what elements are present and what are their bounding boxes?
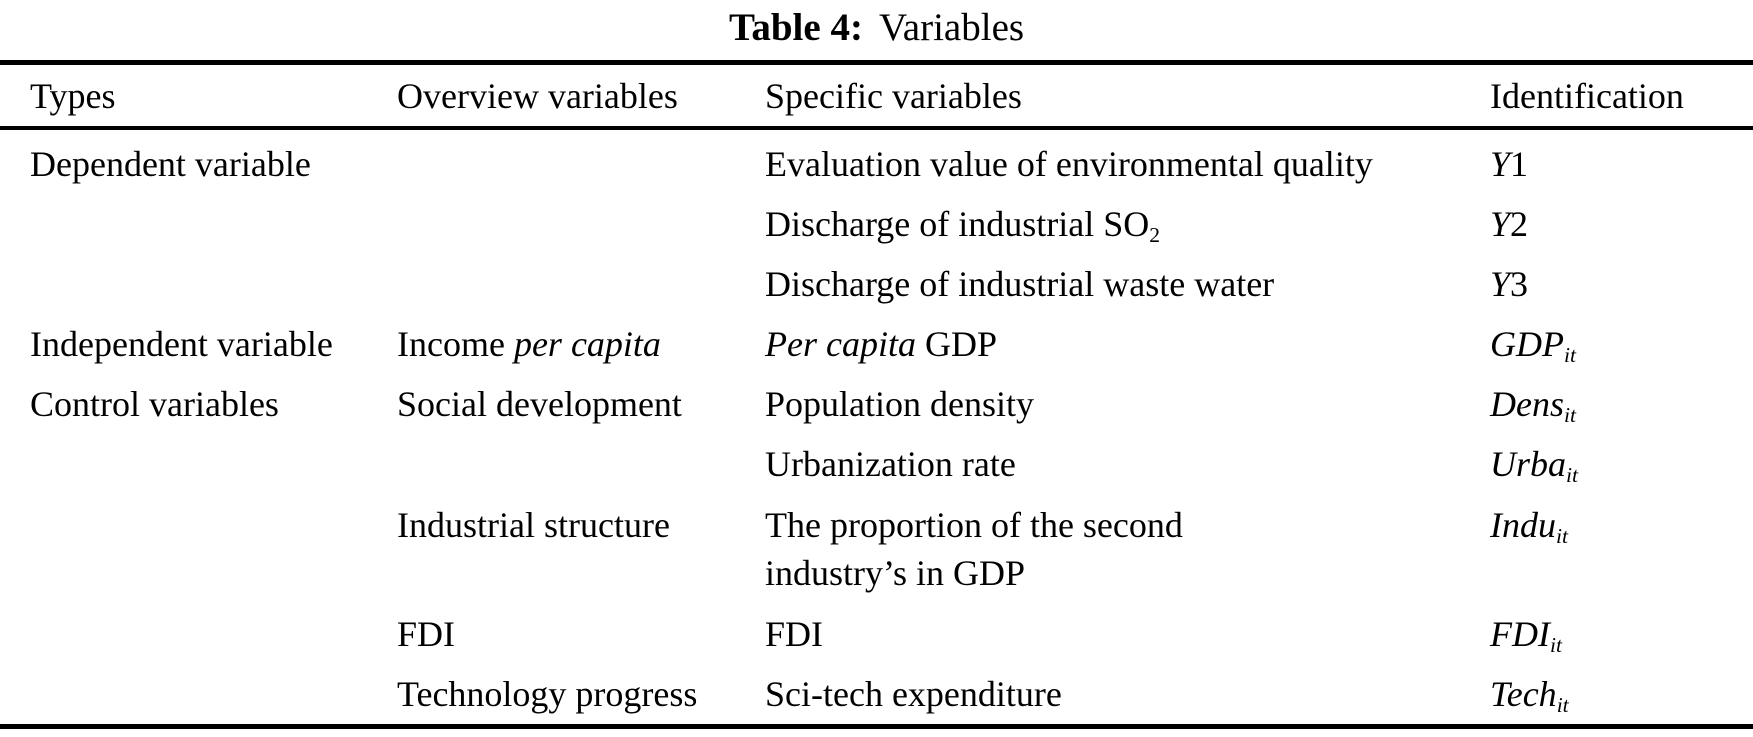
cell-identification: Y3	[1490, 263, 1753, 305]
text-segment: Indu	[1490, 505, 1556, 545]
text-segment: it	[1556, 693, 1569, 718]
cell-overview-variable: Social development	[397, 383, 765, 425]
text-segment: Sci-tech expenditure	[765, 674, 1062, 714]
cell-overview-variable: Industrial structure	[397, 494, 765, 549]
table-caption: Table 4: Variables	[0, 0, 1753, 60]
table-header-rule	[0, 126, 1753, 130]
cell-types: Dependent variable	[30, 143, 397, 185]
header-cell-types: Types	[30, 75, 116, 116]
text-segment: per capita	[513, 324, 661, 364]
cell-identification: Induit	[1490, 494, 1753, 549]
cell-identification: Y1	[1490, 143, 1753, 185]
cell-types: Control variables	[30, 383, 397, 425]
cell-identification: Y2	[1490, 203, 1753, 245]
table-row: Control variables Social development Popul…	[0, 374, 1753, 434]
cell-specific-variable: The proportion of the second industry’s i…	[765, 494, 1490, 597]
text-segment: The proportion of the second	[765, 505, 1183, 545]
text-segment: Urba	[1490, 444, 1567, 484]
cell-types: Independent variable	[30, 323, 397, 365]
cell-specific-variable: Discharge of industrial SO2	[765, 203, 1490, 248]
text-segment: Tech	[1490, 674, 1557, 714]
text-segment: Social development	[397, 384, 682, 424]
cell-specific-variable: FDI	[765, 613, 1490, 655]
table-row: Discharge of industrial SO2 Y2	[0, 194, 1753, 254]
table-row: Independent variable Income per capita Per…	[0, 314, 1753, 374]
text-segment: it	[1564, 403, 1576, 428]
cell-specific-variable: Sci-tech expenditure	[765, 673, 1490, 715]
cell-specific-variable: Urbanization rate	[765, 443, 1490, 485]
table-row: Technology progress Sci-tech expenditure T…	[0, 664, 1753, 724]
table-row: FDI FDI FDIit	[0, 604, 1753, 664]
text-segment: GDP	[915, 324, 997, 364]
cell-specific-variable: Per capita GDP	[765, 323, 1490, 365]
table-header-row: Types Overview variables Specific variab…	[0, 65, 1753, 126]
text-segment: Evaluation value of environmental qualit…	[765, 144, 1373, 184]
text-segment: Y	[1490, 144, 1511, 184]
text-segment: Industrial structure	[397, 505, 670, 545]
table-top-rule	[0, 60, 1753, 65]
cell-specific-variable: Population density	[765, 383, 1490, 425]
cell-identification: GDPit	[1490, 323, 1753, 368]
cell-identification: Densit	[1490, 383, 1753, 428]
text-segment: Discharge of industrial waste water	[765, 264, 1275, 304]
text-segment: FDI	[765, 614, 824, 654]
text-segment: Independent variable	[30, 324, 333, 364]
text-segment: FDI	[1490, 614, 1550, 654]
cell-types	[30, 494, 397, 501]
text-segment: Population density	[765, 384, 1034, 424]
text-segment: industry’s in GDP	[765, 553, 1026, 593]
table-row: Dependent variable Evaluation value of en…	[0, 134, 1753, 194]
text-segment: it	[1549, 633, 1562, 658]
text-segment: 3	[1510, 264, 1529, 304]
text-segment: Technology progress	[397, 674, 698, 714]
header-cell-specific-variables: Specific variables	[765, 75, 1022, 116]
text-segment: 1	[1510, 144, 1529, 184]
text-segment: Dependent variable	[30, 144, 311, 184]
cell-specific-variable: Evaluation value of environmental qualit…	[765, 143, 1490, 185]
text-segment: Dens	[1490, 384, 1564, 424]
table-row: Urbanization rate Urbait	[0, 434, 1753, 494]
text-segment: it	[1556, 524, 1568, 549]
cell-overview-variable: Technology progress	[397, 673, 765, 715]
table-caption-label: Table 4:	[728, 6, 863, 49]
text-segment: Y	[1490, 204, 1511, 244]
header-cell-identification: Identification	[1490, 75, 1684, 116]
cell-overview-variable: Income per capita	[397, 323, 765, 365]
cell-identification: Urbait	[1490, 443, 1753, 488]
text-segment: Urbanization rate	[765, 444, 1016, 484]
text-segment: Discharge of industrial SO	[765, 204, 1150, 244]
cell-specific-variable: Discharge of industrial waste water	[765, 263, 1490, 305]
text-segment: 2	[1510, 204, 1529, 244]
text-segment: GDP	[1490, 324, 1564, 364]
table-row: Industrial structure The proportion of th…	[0, 494, 1753, 604]
text-segment: Per capita	[765, 324, 916, 364]
cell-identification: Techit	[1490, 673, 1753, 718]
text-segment: it	[1566, 463, 1579, 488]
text-segment: Income	[397, 324, 514, 364]
cell-identification: FDIit	[1490, 613, 1753, 658]
text-segment: Control variables	[30, 384, 279, 424]
text-segment: FDI	[397, 614, 456, 654]
header-cell-overview-variables: Overview variables	[397, 75, 678, 116]
text-segment: Y	[1490, 264, 1511, 304]
table-caption-text: Variables	[878, 6, 1025, 49]
text-segment: it	[1564, 343, 1576, 368]
table-body: Dependent variable Evaluation value of en…	[0, 130, 1753, 724]
text-segment: 2	[1149, 223, 1161, 248]
table-bottom-rule	[0, 724, 1753, 729]
table-row: Discharge of industrial waste water Y3	[0, 254, 1753, 314]
cell-overview-variable: FDI	[397, 613, 765, 655]
